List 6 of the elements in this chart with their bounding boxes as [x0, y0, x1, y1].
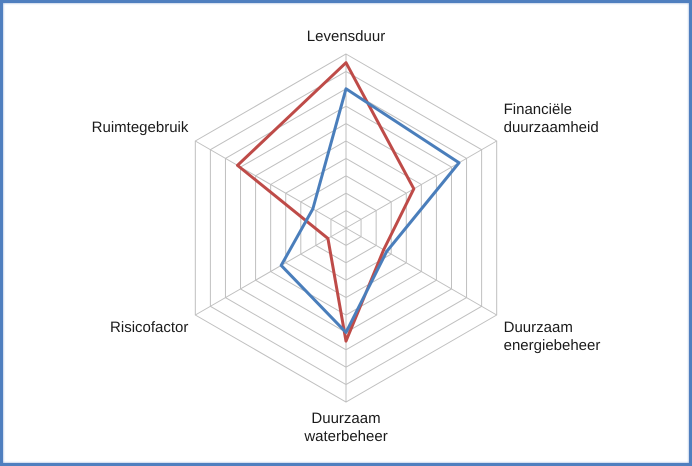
spoke-label: Risicofactor — [110, 319, 188, 336]
spoke-label: Ruimtegebruik — [92, 119, 189, 136]
spoke-label: Financiële duurzaamheid — [504, 101, 599, 136]
spoke-label: Duurzaam waterbeheer — [303, 410, 388, 446]
spoke-label: Levensduur — [306, 28, 386, 46]
spoke-label: Duurzaam energiebeheer — [504, 319, 600, 354]
